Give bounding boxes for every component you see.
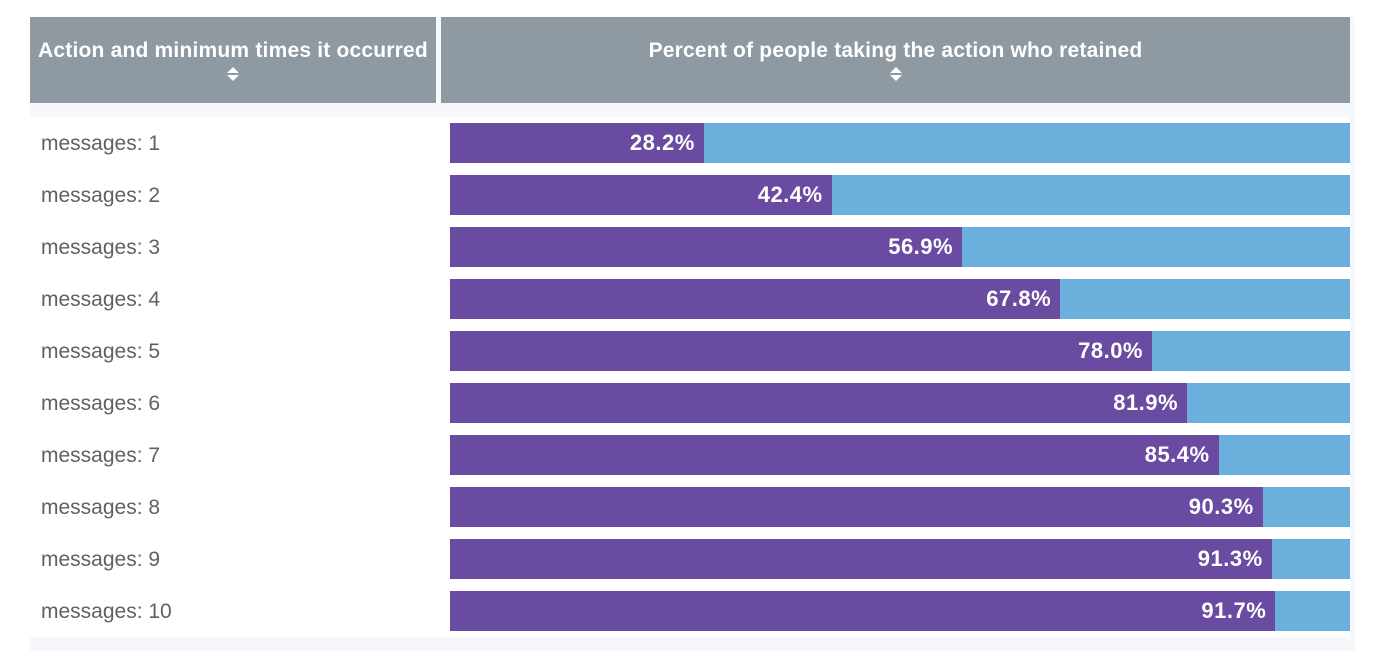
row-label: messages: 7 xyxy=(41,443,161,467)
bar-value-label: 78.0% xyxy=(1078,338,1143,363)
bar-track[interactable]: 85.4% xyxy=(450,435,1350,475)
bar-value-label: 56.9% xyxy=(888,234,954,259)
row-label: messages: 10 xyxy=(41,599,172,623)
sort-icon[interactable] xyxy=(889,67,902,81)
bar-cell: 91.7% xyxy=(441,591,1350,631)
row-label: messages: 2 xyxy=(41,183,161,207)
bar-track[interactable]: 67.8% xyxy=(450,279,1350,319)
bar-value-label: 91.3% xyxy=(1197,546,1263,571)
bar-track[interactable]: 42.4% xyxy=(450,175,1350,215)
table-row: messages: 6 81.9% xyxy=(30,377,1350,429)
bar-value-label: 91.7% xyxy=(1201,598,1267,623)
bar-track[interactable]: 91.3% xyxy=(450,539,1350,579)
bar-value-label: 81.9% xyxy=(1113,390,1179,415)
bar-cell: 81.9% xyxy=(441,383,1350,423)
bar-track[interactable]: 56.9% xyxy=(450,227,1350,267)
bar-cell: 42.4% xyxy=(441,175,1350,215)
table-row: messages: 3 56.9% xyxy=(30,221,1350,273)
bar-track[interactable]: 28.2% xyxy=(450,123,1350,163)
table-row: messages: 10 91.7% xyxy=(30,585,1350,637)
row-label: messages: 4 xyxy=(41,287,161,311)
bar-cell: 78.0% xyxy=(441,331,1350,371)
table-row: messages: 2 42.4% xyxy=(30,169,1350,221)
bar-track[interactable]: 91.7% xyxy=(450,591,1350,631)
column-header-percent-retained[interactable]: Percent of people taking the action who … xyxy=(441,17,1350,103)
table-row: messages: 5 78.0% xyxy=(30,325,1350,377)
bar-fill[interactable]: 78.0% xyxy=(450,331,1152,371)
bar-fill[interactable]: 42.4% xyxy=(450,175,832,215)
bar-fill[interactable]: 85.4% xyxy=(450,435,1219,475)
bar-cell: 90.3% xyxy=(441,487,1350,527)
table-row: messages: 7 85.4% xyxy=(30,429,1350,481)
bar-cell: 56.9% xyxy=(441,227,1350,267)
bar-value-label: 85.4% xyxy=(1144,442,1210,467)
bar-fill[interactable]: 67.8% xyxy=(450,279,1061,319)
bar-fill[interactable]: 90.3% xyxy=(450,487,1263,527)
row-label: messages: 8 xyxy=(41,495,161,519)
retention-table-panel: Action and minimum times it occurred Per… xyxy=(30,17,1355,651)
column-header-percent-label: Percent of people taking the action who … xyxy=(648,39,1143,62)
sort-icon[interactable] xyxy=(227,67,239,81)
bar-cell: 28.2% xyxy=(441,123,1350,163)
table-body: messages: 1 28.2% messages: 2 42.4% mess… xyxy=(30,117,1350,637)
bar-value-label: 28.2% xyxy=(629,130,695,155)
row-label: messages: 3 xyxy=(41,235,161,259)
column-header-action-label: Action and minimum times it occurred xyxy=(38,39,428,62)
bar-track[interactable]: 90.3% xyxy=(450,487,1350,527)
row-label: messages: 6 xyxy=(41,391,161,415)
bar-track[interactable]: 78.0% xyxy=(450,331,1350,371)
bar-fill[interactable]: 91.7% xyxy=(450,591,1276,631)
column-header-action[interactable]: Action and minimum times it occurred xyxy=(30,17,436,103)
table-row: messages: 9 91.3% xyxy=(30,533,1350,585)
table-row: messages: 4 67.8% xyxy=(30,273,1350,325)
bar-track[interactable]: 81.9% xyxy=(450,383,1350,423)
bar-value-label: 67.8% xyxy=(986,286,1052,311)
bar-fill[interactable]: 81.9% xyxy=(450,383,1188,423)
row-label: messages: 1 xyxy=(41,131,161,155)
table-header-row: Action and minimum times it occurred Per… xyxy=(30,17,1350,103)
table-row: messages: 1 28.2% xyxy=(30,117,1350,169)
row-label: messages: 5 xyxy=(41,339,161,363)
bar-value-label: 42.4% xyxy=(757,182,823,207)
bar-fill[interactable]: 56.9% xyxy=(450,227,963,267)
bar-value-label: 90.3% xyxy=(1188,494,1254,519)
bar-cell: 67.8% xyxy=(441,279,1350,319)
bar-fill[interactable]: 28.2% xyxy=(450,123,704,163)
table-row: messages: 8 90.3% xyxy=(30,481,1350,533)
bar-cell: 91.3% xyxy=(441,539,1350,579)
bar-cell: 85.4% xyxy=(441,435,1350,475)
bar-fill[interactable]: 91.3% xyxy=(450,539,1272,579)
row-label: messages: 9 xyxy=(41,547,161,571)
